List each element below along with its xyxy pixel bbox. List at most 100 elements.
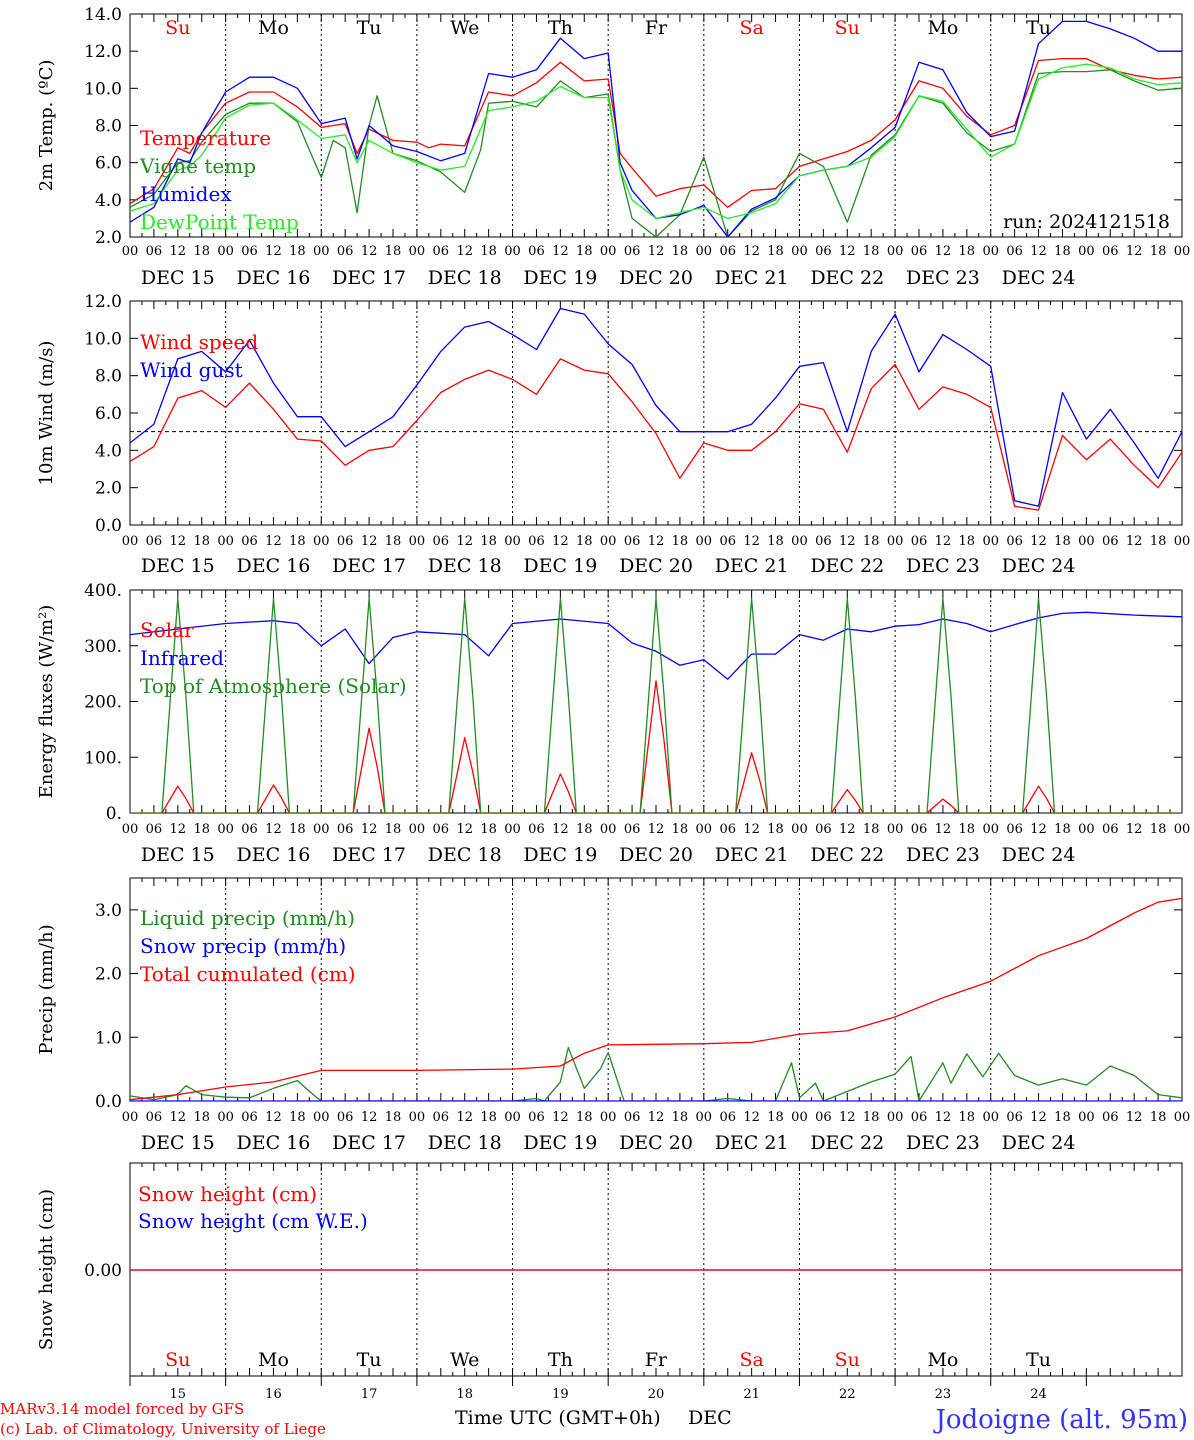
series-line-red bbox=[130, 358, 1182, 511]
hour-tick-label: 12 bbox=[170, 244, 187, 259]
series-line-lightgreen bbox=[130, 63, 1182, 220]
date-label: DEC 18 bbox=[428, 267, 502, 289]
day-number-label: 15 bbox=[170, 1387, 187, 1402]
date-label: DEC 16 bbox=[237, 844, 311, 866]
hour-tick-label: 06 bbox=[1102, 1110, 1119, 1125]
hour-tick-label: 18 bbox=[193, 1110, 210, 1125]
run-label: run: 2024121518 bbox=[1003, 211, 1170, 233]
hour-tick-label: 06 bbox=[815, 244, 832, 259]
hour-tick-label: 12 bbox=[1030, 534, 1047, 549]
weekday-label: We bbox=[450, 17, 479, 39]
date-label: DEC 18 bbox=[428, 555, 502, 577]
y-axis-label: Precip (mm/h) bbox=[36, 924, 57, 1054]
y-tick-label: 4.0 bbox=[95, 191, 122, 211]
legend-entry: Total cumulated (cm) bbox=[140, 962, 356, 986]
hour-tick-label: 12 bbox=[456, 822, 473, 837]
day-number-label: 22 bbox=[839, 1387, 856, 1402]
hour-tick-label: 12 bbox=[935, 534, 952, 549]
y-axis-label: Energy fluxes (W/m²) bbox=[36, 605, 57, 799]
hour-tick-label: 18 bbox=[289, 1110, 306, 1125]
hour-tick-label: 18 bbox=[1054, 244, 1071, 259]
hour-tick-label: 06 bbox=[719, 1110, 736, 1125]
hour-tick-label: 18 bbox=[1054, 534, 1071, 549]
y-tick-label: 10.0 bbox=[84, 329, 122, 349]
hour-tick-label: 06 bbox=[1102, 822, 1119, 837]
hour-tick-label: 18 bbox=[672, 822, 689, 837]
hour-tick-label: 00 bbox=[600, 822, 617, 837]
hour-tick-label: 12 bbox=[1126, 1110, 1143, 1125]
hour-tick-label: 00 bbox=[600, 534, 617, 549]
date-label: DEC 18 bbox=[428, 1132, 502, 1154]
hour-tick-label: 18 bbox=[1150, 822, 1167, 837]
day-number-label: 16 bbox=[265, 1387, 282, 1402]
hour-tick-label: 06 bbox=[433, 244, 450, 259]
hour-tick-label: 18 bbox=[480, 534, 497, 549]
date-label: DEC 19 bbox=[523, 267, 597, 289]
hour-tick-label: 06 bbox=[624, 1110, 641, 1125]
weekday-label: Mo bbox=[258, 17, 289, 39]
hour-tick-label: 00 bbox=[696, 244, 713, 259]
y-tick-label: 0.00 bbox=[84, 1261, 122, 1281]
hour-tick-label: 12 bbox=[361, 244, 378, 259]
hour-tick-label: 12 bbox=[648, 822, 665, 837]
hour-tick-label: 12 bbox=[1126, 244, 1143, 259]
y-tick-label: 12.0 bbox=[84, 42, 122, 62]
hour-tick-label: 00 bbox=[982, 244, 999, 259]
hour-tick-label: 12 bbox=[265, 1110, 282, 1125]
hour-tick-label: 00 bbox=[504, 1110, 521, 1125]
y-tick-label: 6.0 bbox=[95, 154, 122, 174]
series-line-darkgreen bbox=[130, 597, 1182, 813]
hour-tick-label: 06 bbox=[719, 822, 736, 837]
hour-tick-label: 12 bbox=[170, 534, 187, 549]
hour-tick-label: 06 bbox=[241, 1110, 258, 1125]
hour-tick-label: 12 bbox=[170, 822, 187, 837]
date-label: DEC 19 bbox=[523, 555, 597, 577]
hour-tick-label: 00 bbox=[1174, 1110, 1191, 1125]
hour-tick-label: 18 bbox=[289, 822, 306, 837]
date-label: DEC 17 bbox=[332, 1132, 406, 1154]
hour-tick-label: 12 bbox=[935, 822, 952, 837]
hour-tick-label: 00 bbox=[504, 822, 521, 837]
hour-tick-label: 06 bbox=[528, 822, 545, 837]
hour-tick-label: 12 bbox=[552, 534, 569, 549]
hour-tick-label: 06 bbox=[1102, 534, 1119, 549]
hour-tick-label: 06 bbox=[1006, 244, 1023, 259]
hour-tick-label: 00 bbox=[1174, 822, 1191, 837]
date-label: DEC 15 bbox=[141, 844, 215, 866]
legend-entry: Snow height (cm) bbox=[138, 1182, 317, 1206]
legend-entry: Snow precip (mm/h) bbox=[140, 934, 346, 958]
hour-tick-label: 06 bbox=[337, 534, 354, 549]
series-line-darkgreen bbox=[130, 1046, 1182, 1101]
hour-tick-label: 18 bbox=[385, 822, 402, 837]
date-label: DEC 17 bbox=[332, 555, 406, 577]
date-label: DEC 18 bbox=[428, 844, 502, 866]
hour-tick-label: 12 bbox=[935, 244, 952, 259]
hour-tick-label: 00 bbox=[982, 1110, 999, 1125]
hour-tick-label: 18 bbox=[480, 244, 497, 259]
hour-tick-label: 12 bbox=[743, 822, 760, 837]
hour-tick-label: 06 bbox=[528, 244, 545, 259]
hour-tick-label: 06 bbox=[146, 822, 163, 837]
series-line-blue bbox=[130, 307, 1182, 507]
hour-tick-label: 00 bbox=[313, 1110, 330, 1125]
legend-entry: Vigne temp bbox=[139, 154, 256, 178]
weekday-label: Su bbox=[835, 1349, 860, 1371]
series-group bbox=[130, 597, 1182, 813]
hour-tick-label: 00 bbox=[791, 244, 808, 259]
hour-tick-label: 18 bbox=[1150, 244, 1167, 259]
hour-tick-label: 12 bbox=[839, 244, 856, 259]
hour-tick-label: 12 bbox=[839, 534, 856, 549]
hour-tick-label: 06 bbox=[911, 244, 928, 259]
date-label: DEC 23 bbox=[906, 555, 980, 577]
weekday-label: Su bbox=[165, 17, 190, 39]
hour-tick-label: 18 bbox=[1150, 1110, 1167, 1125]
hour-tick-label: 00 bbox=[696, 1110, 713, 1125]
y-tick-label: 4.0 bbox=[95, 441, 122, 461]
hour-tick-label: 12 bbox=[1030, 244, 1047, 259]
panel-frame-0 bbox=[129, 13, 1183, 238]
weekday-label: Sa bbox=[739, 1349, 763, 1371]
series-line-red bbox=[130, 57, 1182, 208]
date-label: DEC 22 bbox=[810, 267, 884, 289]
weekday-label: Fr bbox=[645, 1349, 668, 1371]
weekday-label: Tu bbox=[1026, 17, 1051, 39]
